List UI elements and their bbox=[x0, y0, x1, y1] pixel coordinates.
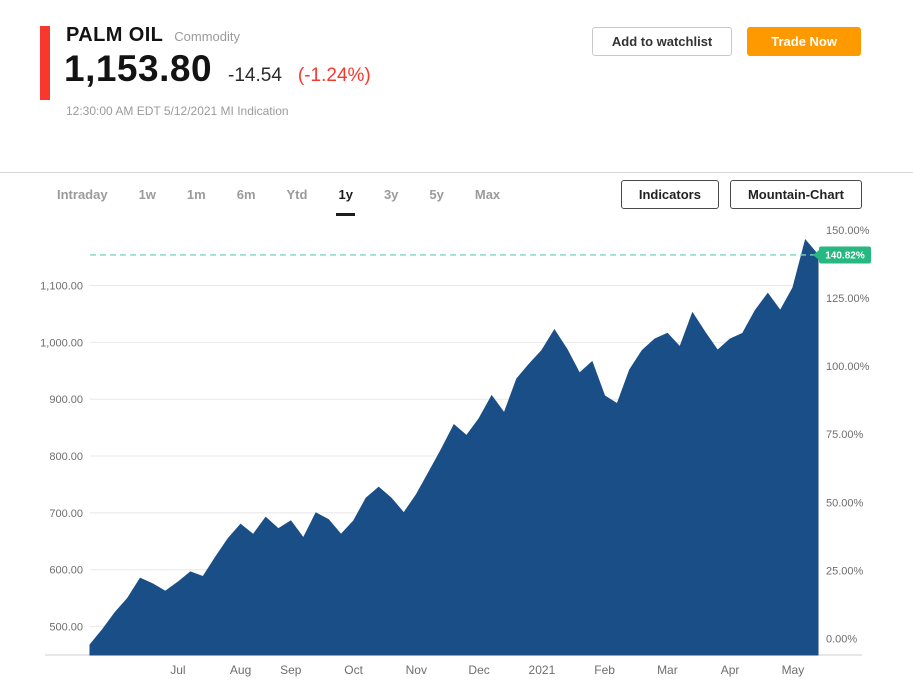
svg-text:100.00%: 100.00% bbox=[826, 361, 870, 373]
range-tab-max[interactable]: Max bbox=[474, 187, 501, 202]
svg-text:Jul: Jul bbox=[170, 663, 185, 677]
range-tab-6m[interactable]: 6m bbox=[236, 187, 256, 202]
indicators-button[interactable]: Indicators bbox=[620, 180, 719, 209]
range-tab-5y[interactable]: 5y bbox=[429, 187, 444, 202]
svg-text:Dec: Dec bbox=[468, 663, 489, 677]
svg-text:140.82%: 140.82% bbox=[825, 250, 865, 261]
svg-text:2021: 2021 bbox=[529, 663, 556, 677]
price-chart-svg[interactable]: 1,100.00 1,000.00 900.00 800.00 700.00 600.00… bbox=[0, 215, 913, 685]
svg-text:25.00%: 25.00% bbox=[826, 565, 864, 577]
chart-toolbar: Intraday 1w 1m 6m Ytd 1y 3y 5y Max Indicators Mo… bbox=[0, 172, 913, 216]
add-to-watchlist-button[interactable]: Add to watchlist bbox=[591, 27, 733, 56]
svg-text:Oct: Oct bbox=[344, 663, 363, 677]
mountain-chart-button[interactable]: Mountain-Chart bbox=[729, 180, 862, 209]
quote-timestamp: 12:30:00 AM EDT 5/12/2021 MI Indication bbox=[66, 104, 289, 118]
area-series bbox=[89, 239, 819, 656]
price-change: -14.54 bbox=[228, 65, 282, 86]
header-actions: Add to watchlist Trade Now bbox=[591, 27, 861, 56]
accent-bar bbox=[40, 26, 50, 100]
price-change-percent: (-1.24%) bbox=[297, 65, 371, 86]
price-chart[interactable]: 1,100.00 1,000.00 900.00 800.00 700.00 600.00… bbox=[0, 215, 913, 685]
svg-text:150.00%: 150.00% bbox=[826, 225, 870, 237]
svg-text:600.00: 600.00 bbox=[49, 565, 83, 577]
title-row: PALM OIL Commodity bbox=[66, 24, 240, 47]
svg-text:Sep: Sep bbox=[280, 663, 302, 677]
current-price: 1,153.80 bbox=[64, 48, 213, 89]
svg-text:May: May bbox=[782, 663, 805, 677]
range-tab-ytd[interactable]: Ytd bbox=[286, 187, 308, 202]
svg-text:900.00: 900.00 bbox=[49, 394, 83, 406]
svg-text:75.00%: 75.00% bbox=[826, 429, 864, 441]
price-row: 1,153.80 -14.54 (-1.24%) bbox=[64, 48, 371, 90]
left-axis-labels: 1,100.00 1,000.00 900.00 800.00 700.00 600.00… bbox=[40, 281, 83, 634]
time-range-tabs: Intraday 1w 1m 6m Ytd 1y 3y 5y Max bbox=[55, 173, 529, 216]
range-tab-intraday[interactable]: Intraday bbox=[57, 187, 108, 202]
right-axis-labels: 150.00% 125.00% 100.00% 75.00% 50.00% 25.00% 0… bbox=[826, 225, 870, 645]
current-value-badge: 140.82% bbox=[813, 246, 871, 264]
svg-text:Mar: Mar bbox=[657, 663, 678, 677]
toolbar-actions: Indicators Mountain-Chart bbox=[620, 180, 862, 209]
svg-text:500.00: 500.00 bbox=[49, 622, 83, 634]
svg-text:Feb: Feb bbox=[594, 663, 615, 677]
trade-now-button[interactable]: Trade Now bbox=[747, 27, 861, 56]
svg-text:Aug: Aug bbox=[230, 663, 251, 677]
svg-text:50.00%: 50.00% bbox=[826, 497, 864, 509]
svg-text:700.00: 700.00 bbox=[49, 508, 83, 520]
range-tab-1w[interactable]: 1w bbox=[138, 187, 156, 202]
svg-text:Apr: Apr bbox=[721, 663, 740, 677]
instrument-type-label: Commodity bbox=[174, 29, 241, 44]
instrument-title: PALM OIL bbox=[66, 24, 164, 46]
range-tab-1m[interactable]: 1m bbox=[186, 187, 206, 202]
svg-text:125.00%: 125.00% bbox=[826, 293, 870, 305]
range-tab-3y[interactable]: 3y bbox=[383, 187, 399, 202]
svg-text:0.00%: 0.00% bbox=[826, 633, 857, 645]
range-tab-1y[interactable]: 1y bbox=[336, 173, 355, 216]
svg-text:1,100.00: 1,100.00 bbox=[40, 281, 83, 293]
svg-text:1,000.00: 1,000.00 bbox=[40, 337, 83, 349]
svg-text:Nov: Nov bbox=[406, 663, 427, 677]
x-axis-labels: Jul Aug Sep Oct Nov Dec 2021 Feb Mar Apr May bbox=[170, 663, 804, 677]
svg-text:800.00: 800.00 bbox=[49, 451, 83, 463]
